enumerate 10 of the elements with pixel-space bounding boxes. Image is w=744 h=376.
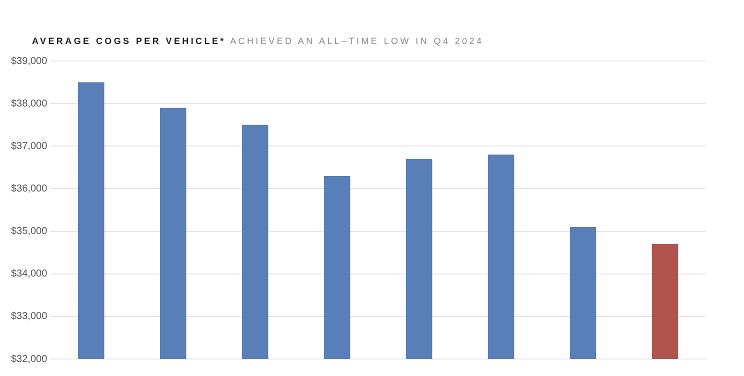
chart-title: AVERAGE COGS PER VEHICLE* xyxy=(32,36,226,46)
y-tick-label: $39,000 xyxy=(10,56,48,67)
y-tick-label: $33,000 xyxy=(10,311,48,322)
y-tick-label: $34,000 xyxy=(10,268,48,280)
chart-subtitle: ACHIEVED AN ALL–TIME LOW IN Q4 2024 xyxy=(230,36,484,46)
y-tick-label: $38,000 xyxy=(10,98,48,110)
y-tick-label: $37,000 xyxy=(10,140,48,152)
y-tick-label: $32,000 xyxy=(10,354,48,365)
y-tick-label: $36,000 xyxy=(10,183,48,194)
y-tick-label: $35,000 xyxy=(10,226,48,238)
